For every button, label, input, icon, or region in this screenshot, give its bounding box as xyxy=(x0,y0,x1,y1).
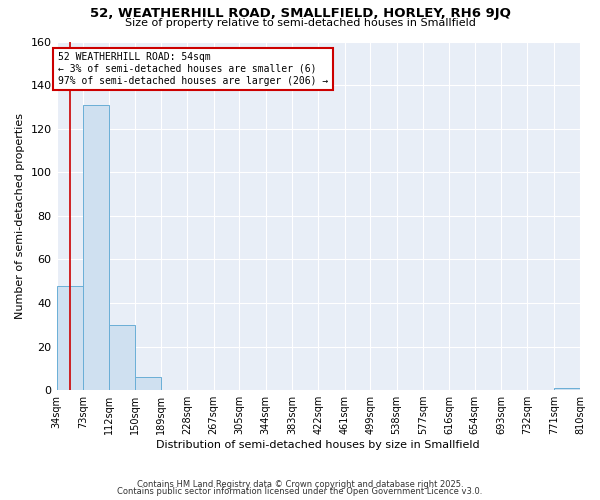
Bar xyxy=(109,324,135,390)
Y-axis label: Number of semi-detached properties: Number of semi-detached properties xyxy=(15,113,25,319)
Text: Contains public sector information licensed under the Open Government Licence v3: Contains public sector information licen… xyxy=(118,487,482,496)
Bar xyxy=(83,104,109,390)
Bar xyxy=(56,286,83,390)
Bar xyxy=(554,388,580,390)
Text: 52, WEATHERHILL ROAD, SMALLFIELD, HORLEY, RH6 9JQ: 52, WEATHERHILL ROAD, SMALLFIELD, HORLEY… xyxy=(89,8,511,20)
Bar xyxy=(135,377,161,390)
Text: Contains HM Land Registry data © Crown copyright and database right 2025.: Contains HM Land Registry data © Crown c… xyxy=(137,480,463,489)
Text: Size of property relative to semi-detached houses in Smallfield: Size of property relative to semi-detach… xyxy=(125,18,475,28)
X-axis label: Distribution of semi-detached houses by size in Smallfield: Distribution of semi-detached houses by … xyxy=(157,440,480,450)
Text: 52 WEATHERHILL ROAD: 54sqm
← 3% of semi-detached houses are smaller (6)
97% of s: 52 WEATHERHILL ROAD: 54sqm ← 3% of semi-… xyxy=(58,52,328,86)
